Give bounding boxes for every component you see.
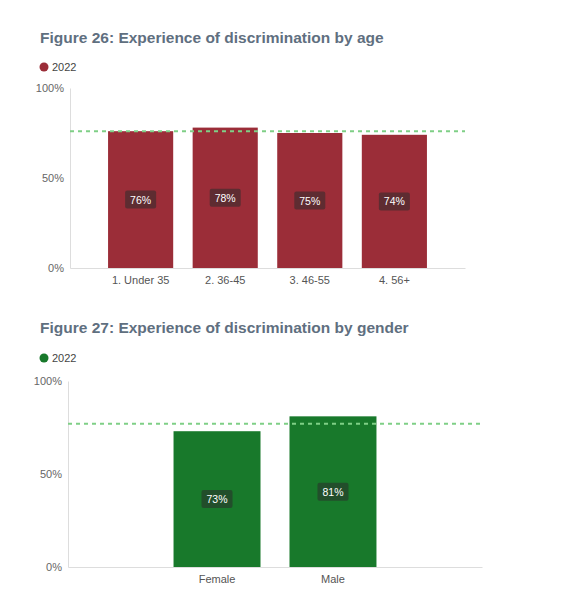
- y-tick-label: 100%: [36, 82, 64, 94]
- bar: [174, 431, 261, 567]
- data-label: 74%: [384, 195, 405, 207]
- x-tick-label: 4. 56+: [379, 274, 410, 286]
- y-axis: 0% 50% 100%: [34, 375, 69, 573]
- x-tick: 2. 36-45: [205, 268, 245, 286]
- legend-marker: [40, 63, 49, 72]
- figure: Figure 26: Experience of discrimination …: [0, 0, 564, 599]
- x-tick-label: 1. Under 35: [112, 274, 169, 286]
- legend-label: 2022: [52, 352, 76, 364]
- x-tick: 3. 46-55: [290, 268, 330, 286]
- legend-marker: [40, 354, 49, 363]
- x-tick-label: Female: [199, 573, 236, 585]
- x-tick: Male: [321, 567, 345, 585]
- data-label: 73%: [207, 493, 228, 505]
- data-label: 78%: [215, 192, 236, 204]
- bar: [277, 133, 342, 268]
- chart: Figure 27: Experience of discrimination …: [34, 319, 483, 585]
- x-tick: 4. 56+: [379, 268, 410, 286]
- x-axis: Female Male: [69, 567, 483, 585]
- data-label-box: [294, 192, 325, 210]
- data-labels: 73% 81%: [202, 483, 349, 508]
- plot-area: [68, 416, 482, 567]
- data-label-box: [125, 191, 156, 209]
- y-tick: 100%: [36, 82, 70, 94]
- y-tick-label: 50%: [40, 468, 62, 480]
- data-label: 75%: [299, 195, 320, 207]
- legend-label: 2022: [52, 61, 76, 73]
- x-tick-label: 3. 46-55: [290, 274, 330, 286]
- y-axis-line: [70, 89, 71, 269]
- data-label: 81%: [322, 486, 343, 498]
- y-tick: 0%: [46, 561, 68, 573]
- legend: 2022: [40, 352, 77, 364]
- y-tick: 50%: [42, 172, 70, 184]
- title: Figure 27: Experience of discrimination …: [40, 319, 409, 336]
- data-label: 76%: [130, 194, 151, 206]
- data-label-box: [317, 483, 348, 501]
- data-labels: 76% 78% 75% 74%: [125, 189, 410, 211]
- bar: [193, 128, 258, 268]
- title: Figure 26: Experience of discrimination …: [40, 29, 384, 46]
- chart: Figure 26: Experience of discrimination …: [36, 29, 466, 286]
- y-tick-label: 0%: [46, 561, 62, 573]
- legend: 2022: [40, 61, 77, 73]
- x-tick-label: Male: [321, 573, 345, 585]
- y-axis: 0% 50% 100%: [36, 82, 71, 274]
- y-tick: 50%: [40, 468, 68, 480]
- x-tick: 1. Under 35: [112, 268, 169, 286]
- reference-line: [70, 130, 465, 132]
- data-label-box: [379, 192, 410, 210]
- y-tick-label: 100%: [34, 375, 62, 387]
- y-axis-line: [68, 382, 69, 568]
- y-tick-label: 50%: [42, 172, 64, 184]
- plot-area: [70, 128, 465, 268]
- y-tick: 0%: [48, 262, 70, 274]
- x-axis-line: [69, 567, 483, 568]
- y-tick: 100%: [34, 375, 68, 387]
- bar: [362, 135, 427, 268]
- y-tick-label: 0%: [48, 262, 64, 274]
- x-axis-line: [71, 268, 466, 269]
- data-label-box: [210, 189, 241, 207]
- x-axis: 1. Under 35 2. 36-45 3. 46-55 4. 56+: [71, 268, 466, 286]
- bar: [289, 416, 376, 567]
- x-tick: Female: [199, 567, 236, 585]
- data-label-box: [202, 490, 233, 508]
- bar: [108, 131, 173, 268]
- x-tick-label: 2. 36-45: [205, 274, 245, 286]
- reference-line: [68, 423, 482, 425]
